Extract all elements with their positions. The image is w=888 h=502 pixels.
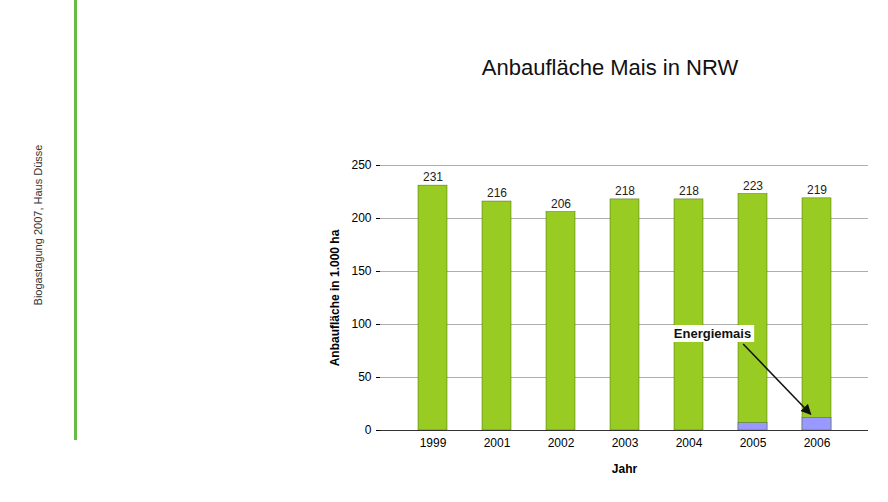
svg-text:223: 223 [743,179,763,193]
svg-text:216: 216 [487,186,507,200]
svg-text:206: 206 [551,197,571,211]
svg-text:218: 218 [679,184,699,198]
svg-text:2005: 2005 [740,436,767,450]
svg-text:Jahr: Jahr [612,462,638,476]
svg-text:2003: 2003 [612,436,639,450]
svg-text:2004: 2004 [676,436,703,450]
svg-text:218: 218 [615,184,635,198]
svg-text:Anbaufläche in 1.000 ha: Anbaufläche in 1.000 ha [328,229,342,366]
svg-text:231: 231 [423,170,443,184]
html-text:Anbaufläche Mais in NRW: Anbaufläche Mais in NRW [481,55,739,80]
svg-text:150: 150 [351,264,371,278]
svg-text:2001: 2001 [484,436,511,450]
svg-text:219: 219 [807,183,827,197]
svg-text:1999: 1999 [420,436,447,450]
svg-text:2002: 2002 [548,436,575,450]
svg-text:100: 100 [351,317,371,331]
svg-text:0: 0 [365,423,372,437]
svg-text:250: 250 [351,158,371,172]
svg-text:Energiemais: Energiemais [674,326,751,341]
svg-text:50: 50 [358,370,372,384]
svg-text:2006: 2006 [804,436,831,450]
svg-text:200: 200 [351,211,371,225]
html-text:Biogastagung 2007, Haus Düsse: Biogastagung 2007, Haus Düsse [32,144,44,306]
